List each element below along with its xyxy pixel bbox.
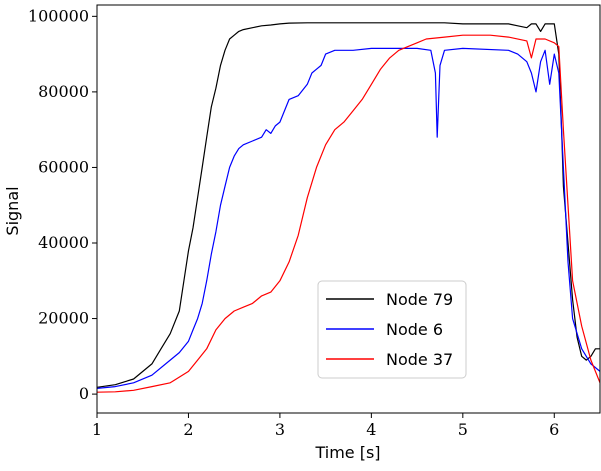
y-tick-label: 40000 [38, 233, 89, 252]
y-tick-label: 100000 [28, 6, 89, 25]
series-line-node-79 [96, 22, 600, 388]
x-tick-label: 3 [275, 420, 285, 439]
x-tick-label: 4 [366, 420, 376, 439]
series-layer [96, 22, 601, 393]
y-axis: 0 20000 40000 60000 80000 100000 [28, 6, 97, 403]
legend: Node 79 Node 6 Node 37 [317, 280, 467, 379]
series-line-node-37 [96, 34, 601, 393]
legend-box [317, 280, 467, 379]
y-tick-label: 0 [79, 384, 89, 403]
x-tick-label: 5 [458, 420, 468, 439]
y-tick-label: 60000 [38, 157, 89, 176]
x-axis: 1 2 3 4 5 6 [92, 413, 559, 439]
x-axis-title: Time [s] [314, 443, 380, 462]
x-tick-label: 6 [549, 420, 559, 439]
legend-label: Node 6 [386, 320, 443, 339]
series-line-node-6 [96, 47, 601, 389]
x-tick-label: 1 [92, 420, 102, 439]
legend-label: Node 37 [386, 350, 453, 369]
plot-frame [96, 4, 601, 414]
y-tick-label: 20000 [38, 309, 89, 328]
legend-items: Node 79 Node 6 Node 37 [326, 290, 453, 369]
legend-label: Node 79 [386, 290, 453, 309]
x-tick-label: 2 [183, 420, 193, 439]
y-tick-label: 80000 [38, 82, 89, 101]
y-axis-title: Signal [3, 186, 22, 235]
